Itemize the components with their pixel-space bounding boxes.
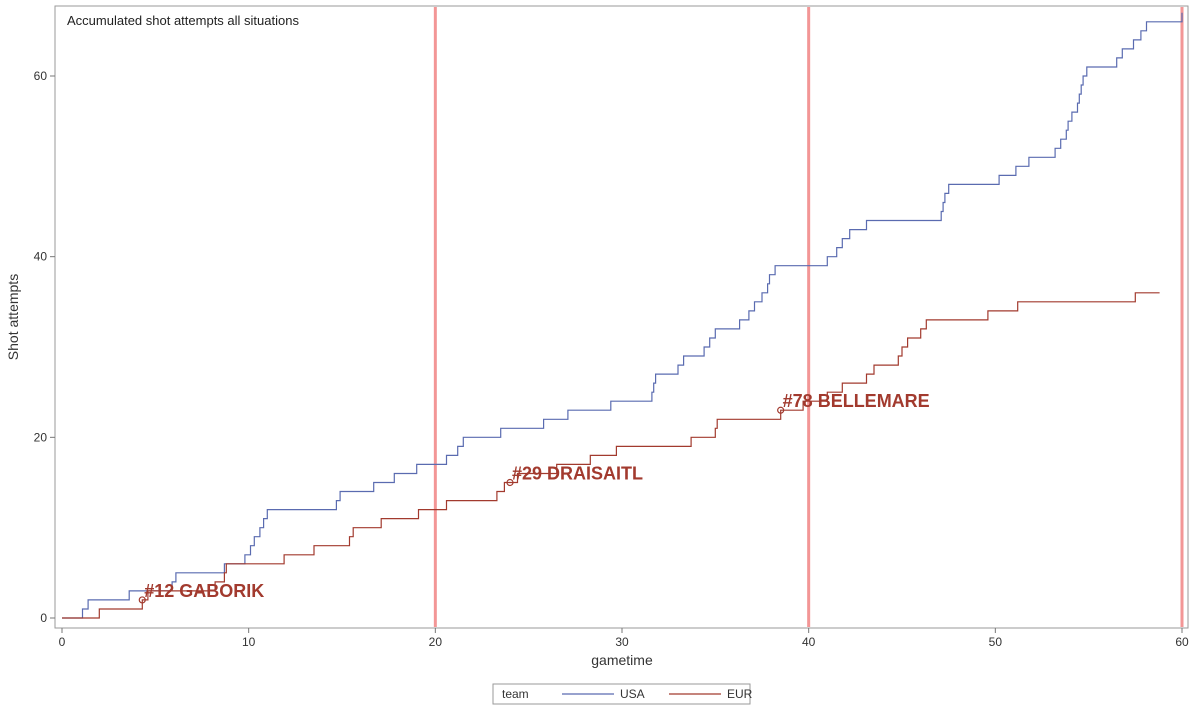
x-tick-label-40: 40 bbox=[802, 635, 816, 649]
legend-title: team bbox=[502, 687, 529, 701]
player-annotations: #12 GABORIK #29 DRAISAITL #78 BELLEMARE bbox=[138, 391, 930, 604]
inset-title: Accumulated shot attempts all situations bbox=[67, 13, 299, 28]
legend: team USA EUR bbox=[492, 683, 753, 705]
y-tick-label-0: 0 bbox=[40, 611, 47, 625]
y-tick-label-60: 60 bbox=[34, 69, 48, 83]
x-tick-label-0: 0 bbox=[59, 635, 66, 649]
plot-frame bbox=[54, 5, 1189, 629]
y-axis: 0 20 40 60 bbox=[34, 69, 55, 625]
y-tick-label-40: 40 bbox=[34, 250, 48, 264]
legend-item-eur: EUR bbox=[727, 687, 753, 701]
series-lines bbox=[62, 12, 1183, 619]
y-axis-label: Shot attempts bbox=[5, 274, 21, 360]
x-axis: 0 10 20 30 40 50 60 bbox=[59, 628, 1189, 649]
annotation-marker-0 bbox=[138, 596, 146, 604]
x-tick-label-20: 20 bbox=[429, 635, 443, 649]
series-line-usa bbox=[62, 12, 1183, 619]
series-line-eur bbox=[62, 292, 1160, 619]
x-tick-label-10: 10 bbox=[242, 635, 256, 649]
legend-item-usa: USA bbox=[620, 687, 645, 701]
annotation-label-2: #78 BELLEMARE bbox=[783, 391, 930, 411]
annotation-marker-2 bbox=[777, 406, 785, 414]
x-tick-label-30: 30 bbox=[615, 635, 629, 649]
annotation-label-0: #12 GABORIK bbox=[144, 581, 264, 601]
annotation-label-1: #29 DRAISAITL bbox=[512, 464, 643, 484]
y-tick-label-20: 20 bbox=[34, 430, 48, 444]
period-markers bbox=[433, 7, 1184, 627]
x-tick-label-50: 50 bbox=[989, 635, 1003, 649]
x-tick-label-60: 60 bbox=[1175, 635, 1189, 649]
annotation-marker-1 bbox=[506, 478, 514, 487]
x-axis-label: gametime bbox=[591, 652, 653, 668]
legend-box bbox=[492, 683, 751, 705]
